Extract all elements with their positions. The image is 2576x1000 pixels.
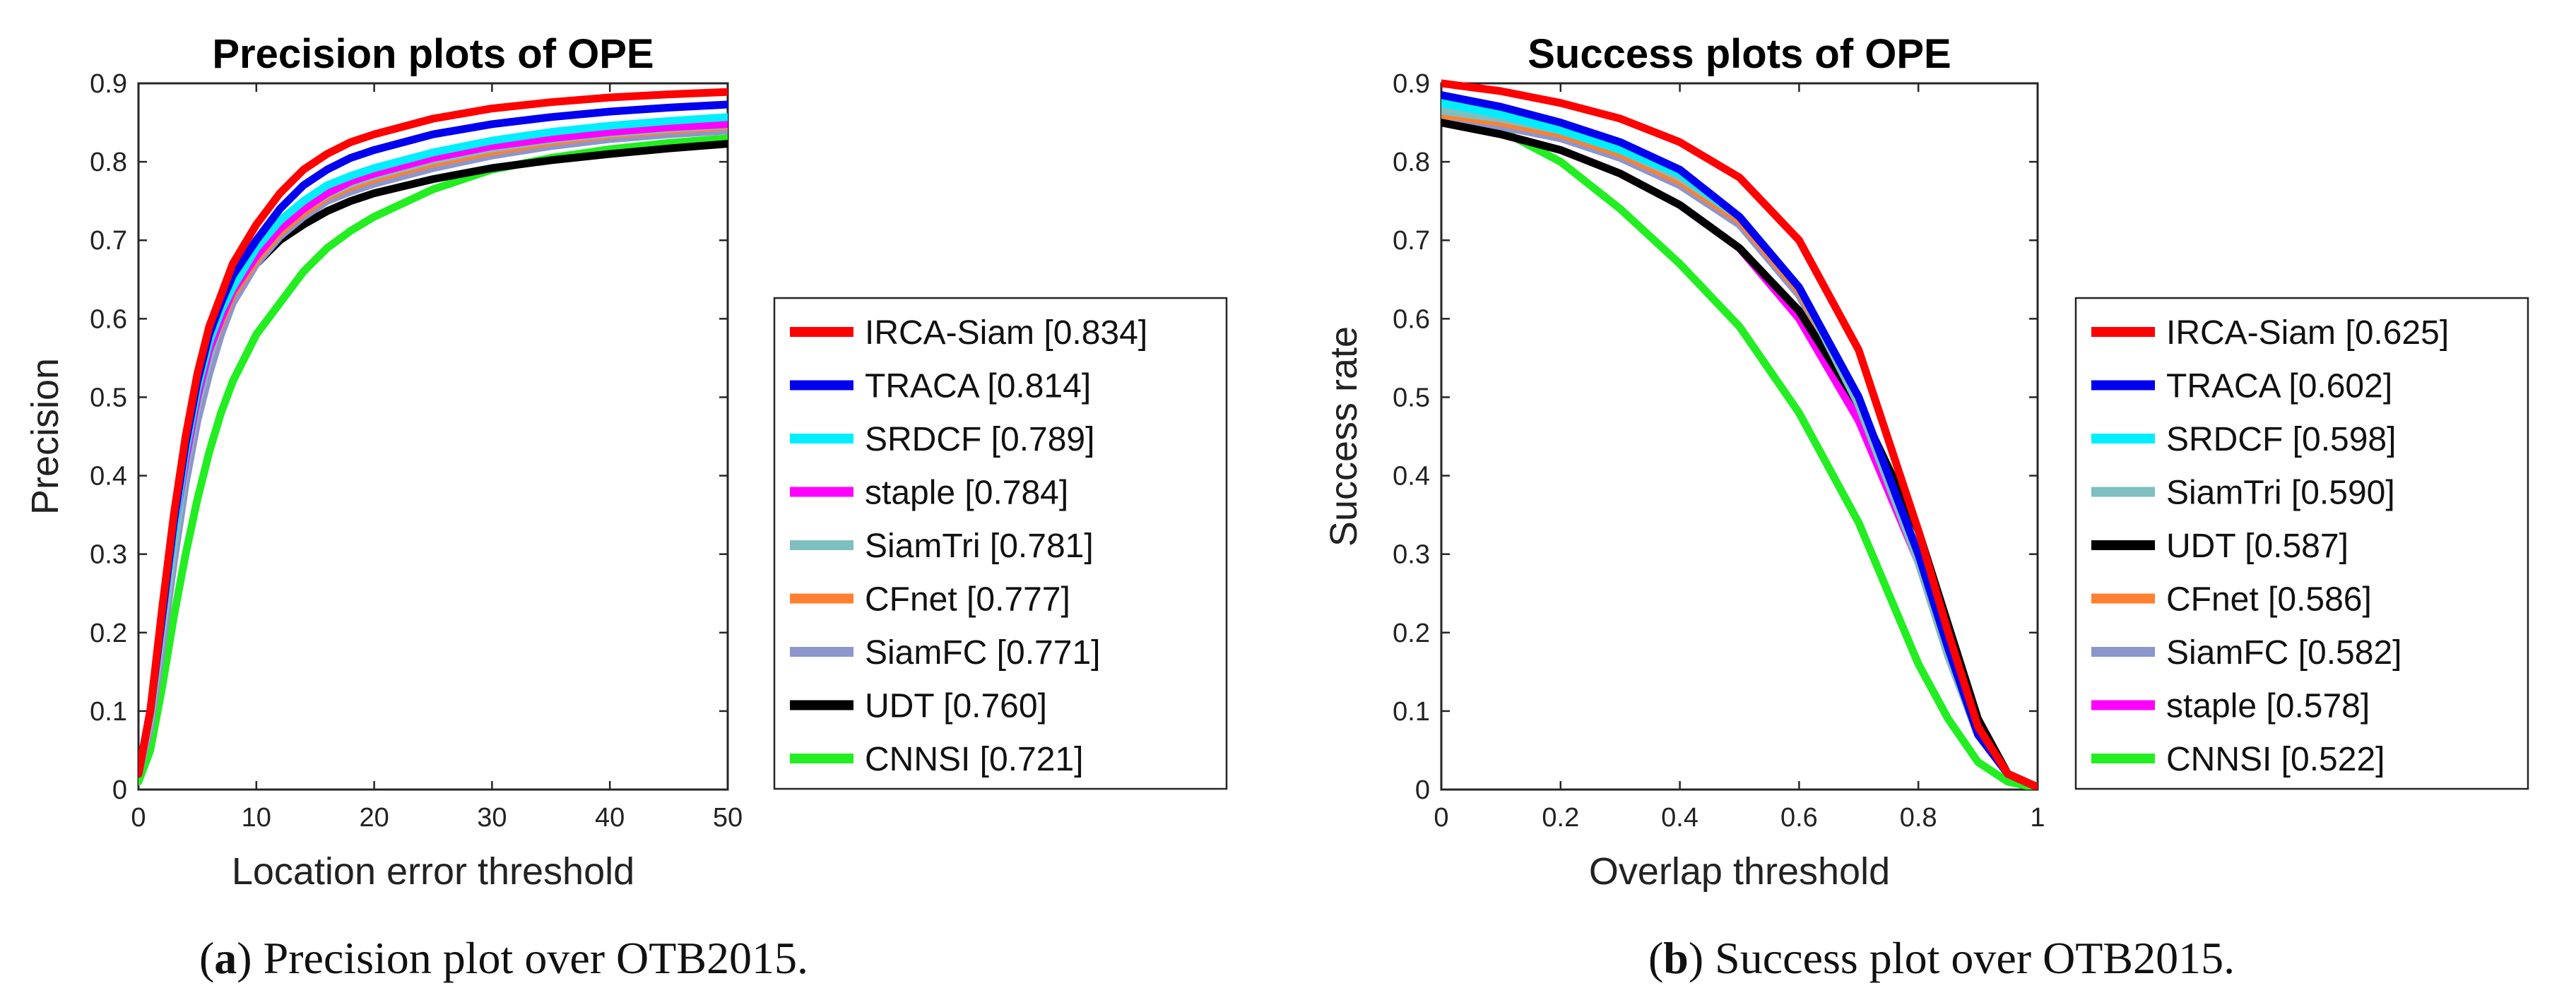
legend-entry: CNNSI [0.721] [865,741,1083,778]
x-tick-label: 0.2 [1542,803,1579,833]
y-tick-label: 0.1 [1393,697,1430,727]
plot-area [137,82,729,791]
y-tick-label: 0 [112,775,127,805]
y-tick-label: 0.1 [90,697,127,727]
precision-chart: 0 10 20 30 40 50 0 0.1 0.2 0.3 0.4 0.5 0.6 0.7 0.8 0.9 P… [24,31,1228,983]
legend-entry: IRCA-Siam [0.834] [865,314,1147,352]
y-tick-label: 0.9 [90,69,127,99]
legend-entry: TRACA [0.602] [2166,368,2392,405]
plot-area [1440,82,2039,791]
y-tick-label: 0.4 [90,462,127,492]
x-tick-label: 0.8 [1900,803,1937,833]
y-tick-label: 0.9 [1393,69,1430,99]
legend-entry: SiamTri [0.590] [2166,475,2395,512]
success-chart: 0 0.2 0.4 0.6 0.8 1 0 0.1 0.2 0.3 0.4 0.5 0.6 0.7 0.8 0… [1323,31,2529,983]
legend-entry: SRDCF [0.598] [2166,421,2396,458]
legend-entry: CFnet [0.586] [2166,581,2372,619]
series-lines [138,88,728,786]
y-axis-label: Success rate [1323,326,1365,547]
x-tick-label: 0 [131,803,146,833]
y-tick-label: 0.3 [1393,540,1430,570]
y-tick-label: 0 [1415,775,1430,805]
y-tick-label: 0.6 [1393,304,1430,334]
x-tick-label: 0.4 [1661,803,1698,833]
legend-entry: staple [0.578] [2166,688,2370,725]
legend-entry: UDT [0.587] [2166,528,2348,565]
legend-entry: SRDCF [0.789] [865,421,1094,458]
y-tick-label: 0.3 [90,540,127,570]
legend-entry: CFnet [0.777] [865,581,1070,619]
x-tick-label: 0.6 [1780,803,1818,833]
series-line-cnnsi [1441,107,2038,790]
x-tick-label: 10 [242,803,271,833]
series-line-traca [1441,91,2038,790]
x-tick-label: 40 [595,803,625,833]
x-tick-label: 20 [359,803,389,833]
series-line-irca-siam [1441,79,2038,790]
y-tick-label: 0.7 [1393,226,1430,256]
chart-title: Precision plots of OPE [212,31,654,77]
y-tick-label: 0.8 [90,148,127,177]
x-tick-label: 0 [1434,803,1448,833]
legend-entry: CNNSI [0.522] [2166,741,2385,778]
legend-entry: SiamTri [0.781] [865,528,1094,565]
y-axis-label: Precision [24,358,66,515]
figure-caption: (a) Precision plot over OTB2015. [199,933,808,983]
y-tick-label: 0.2 [90,619,127,648]
y-tick-label: 0.2 [1393,619,1430,648]
y-tick-label: 0.8 [1393,148,1430,177]
legend-entry: UDT [0.760] [865,688,1047,725]
x-tick-label: 50 [713,803,743,833]
y-tick-label: 0.6 [90,304,127,334]
series-line-irca-siam [138,88,728,778]
x-tick-label: 1 [2030,803,2045,833]
y-tick-label: 0.5 [90,383,127,412]
legend-entry: TRACA [0.814] [865,368,1091,405]
legend-entry: SiamFC [0.582] [2166,634,2401,672]
series-lines [1441,79,2038,790]
y-tick-label: 0.5 [1393,383,1430,412]
legend: IRCA-Siam [0.834] TRACA [0.814] SRDCF [0.7… [773,297,1228,790]
chart-title: Success plots of OPE [1528,31,1951,77]
x-axis-label: Overlap threshold [1589,850,1890,893]
x-axis-label: Location error threshold [232,850,634,893]
legend: IRCA-Siam [0.625] TRACA [0.602] SRDCF [0.5… [2074,297,2529,790]
figure-caption: (b) Success plot over OTB2015. [1648,933,2235,983]
legend-entry: IRCA-Siam [0.625] [2166,314,2449,352]
y-tick-label: 0.4 [1393,462,1430,492]
legend-entry: staple [0.784] [865,475,1068,512]
x-tick-label: 30 [477,803,507,833]
legend-entry: SiamFC [0.771] [865,634,1100,672]
y-tick-label: 0.7 [90,226,127,256]
